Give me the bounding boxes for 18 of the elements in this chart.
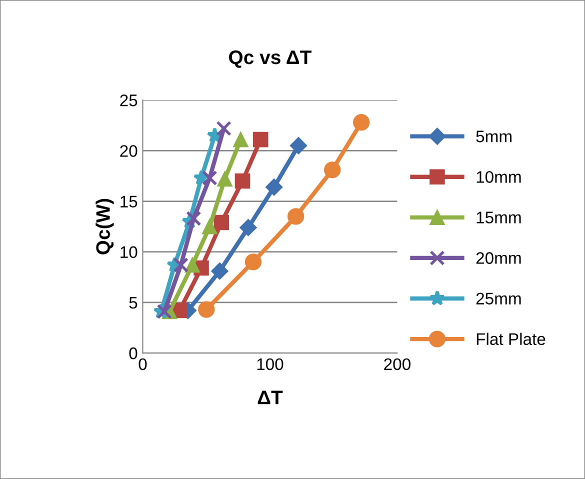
x-tick-label: 0 — [138, 358, 147, 370]
legend-label: 25mm — [476, 292, 521, 304]
y-tick-label: 25 — [120, 94, 138, 106]
y-tick-label: 10 — [120, 246, 138, 258]
y-tick-label: 5 — [129, 297, 138, 309]
legend-label: 15mm — [476, 212, 521, 224]
y-tick-label: 0 — [129, 347, 138, 360]
legend-label: 20mm — [476, 252, 521, 264]
y-axis-title: Qc(W) — [96, 198, 114, 254]
y-tick-label: 20 — [120, 145, 138, 157]
legend-label: 5mm — [476, 130, 512, 142]
chart-title: Qc vs ΔT — [229, 50, 312, 68]
x-tick-label: 100 — [257, 358, 284, 370]
y-tick-label: 15 — [120, 196, 138, 208]
legend-label: Flat Plate — [476, 332, 546, 346]
legend-label: 10mm — [476, 171, 521, 183]
x-tick-label: 200 — [384, 358, 410, 370]
x-axis-title: ΔT — [258, 390, 283, 404]
